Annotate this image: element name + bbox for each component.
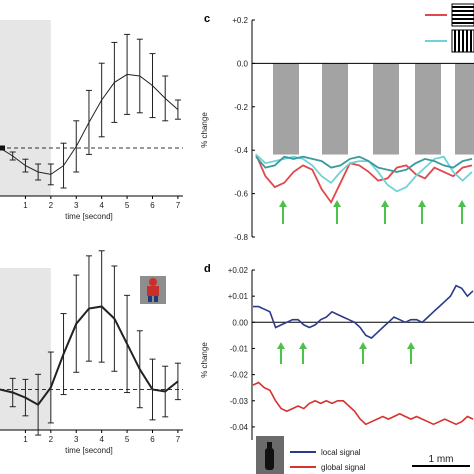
grating-stripe — [466, 30, 468, 52]
y-tick-label: -0.4 — [234, 146, 248, 155]
grating-stripe — [452, 14, 474, 16]
arrow-marker — [359, 342, 367, 364]
stimulus-bar — [322, 63, 348, 155]
x-tick-label: 3 — [74, 201, 79, 210]
y-tick-label: -0.02 — [230, 371, 249, 380]
stimulus-bar — [373, 63, 399, 155]
arrow-head — [359, 342, 367, 349]
grating-stripe — [452, 22, 474, 24]
grating-stripe — [452, 10, 474, 12]
thumbnail-leg — [154, 296, 158, 302]
thumbnail-nozzle — [267, 442, 272, 448]
arrow-head — [333, 200, 341, 207]
arrow-head — [407, 342, 415, 349]
series-line — [255, 154, 473, 205]
arrow-head — [279, 200, 287, 207]
y-tick-label: +0.01 — [228, 292, 249, 301]
thumbnail-body — [265, 448, 274, 470]
y-tick-label: -0.2 — [234, 103, 248, 112]
series-line — [255, 155, 473, 173]
series-line — [0, 73, 179, 175]
error-bar — [174, 99, 181, 120]
y-tick-label: 0.0 — [237, 59, 249, 68]
grating-stripe — [452, 6, 474, 8]
arrow-head — [458, 200, 466, 207]
error-bar — [174, 362, 181, 401]
x-tick-label: 4 — [99, 435, 104, 444]
y-axis-label: % change — [200, 112, 209, 148]
x-tick-label: 2 — [49, 435, 54, 444]
y-tick-label: +0.2 — [232, 16, 248, 25]
grating-stripe — [454, 30, 456, 52]
series-line — [252, 381, 474, 426]
thumbnail-leg — [148, 296, 152, 302]
arrow-marker — [381, 200, 389, 224]
panel-label: d — [204, 263, 211, 275]
y-axis-label: % change — [200, 342, 209, 378]
start-marker — [0, 145, 5, 151]
legend-label: local signal — [321, 448, 361, 457]
arrow-marker — [418, 200, 426, 224]
thumbnail-head — [149, 278, 157, 286]
vertical-grating-icon — [451, 29, 474, 53]
legend — [256, 436, 316, 474]
figure-thumbnail-icon — [140, 276, 166, 304]
grating-stripe — [452, 18, 474, 20]
horizontal-grating-icon — [451, 3, 474, 27]
series-line — [255, 153, 473, 193]
x-tick-label: 5 — [125, 201, 130, 210]
x-tick-label: 3 — [74, 435, 79, 444]
x-tick-label: 6 — [150, 435, 155, 444]
y-tick-label: -0.04 — [230, 423, 249, 432]
y-tick-label: -0.8 — [234, 233, 248, 242]
arrow-marker — [407, 342, 415, 364]
scale-bar-label: 1 mm — [429, 454, 454, 465]
stimulus-bar — [273, 63, 299, 155]
arrow-marker — [458, 200, 466, 224]
arrow-marker — [299, 342, 307, 364]
x-tick-label: 4 — [99, 201, 104, 210]
x-tick-label: 7 — [176, 201, 181, 210]
x-tick-label: 1 — [23, 201, 28, 210]
stimulus-bar — [415, 63, 441, 155]
y-tick-label: -0.01 — [230, 344, 249, 353]
grating-stripe — [470, 30, 472, 52]
series-line — [0, 305, 179, 407]
grating-stripe — [462, 30, 464, 52]
thumbnail-body — [147, 286, 159, 296]
x-tick-label: 7 — [176, 435, 181, 444]
stimulus-bar — [455, 63, 474, 155]
arrow-head — [381, 200, 389, 207]
legend-label: global signal — [321, 463, 366, 472]
y-tick-label: -0.6 — [234, 190, 248, 199]
legend — [425, 3, 474, 53]
x-tick-label: 6 — [150, 201, 155, 210]
x-tick-label: 1 — [23, 435, 28, 444]
x-tick-label: 2 — [49, 201, 54, 210]
arrow-head — [299, 342, 307, 349]
arrow-marker — [277, 342, 285, 364]
y-tick-label: -0.03 — [230, 397, 249, 406]
y-tick-label: 0.00 — [232, 318, 248, 327]
extinguisher-thumbnail-icon — [256, 436, 284, 474]
grating-stripe — [458, 30, 460, 52]
y-tick-label: +0.02 — [228, 266, 249, 275]
arrow-marker — [279, 200, 287, 224]
x-tick-label: 5 — [125, 435, 130, 444]
arrow-head — [418, 200, 426, 207]
series-line — [253, 284, 474, 339]
arrow-head — [277, 342, 285, 349]
panel-label: c — [204, 13, 210, 25]
arrow-marker — [333, 200, 341, 224]
x-axis-label: time [second] — [65, 212, 113, 221]
x-axis-label: time [second] — [65, 446, 113, 455]
